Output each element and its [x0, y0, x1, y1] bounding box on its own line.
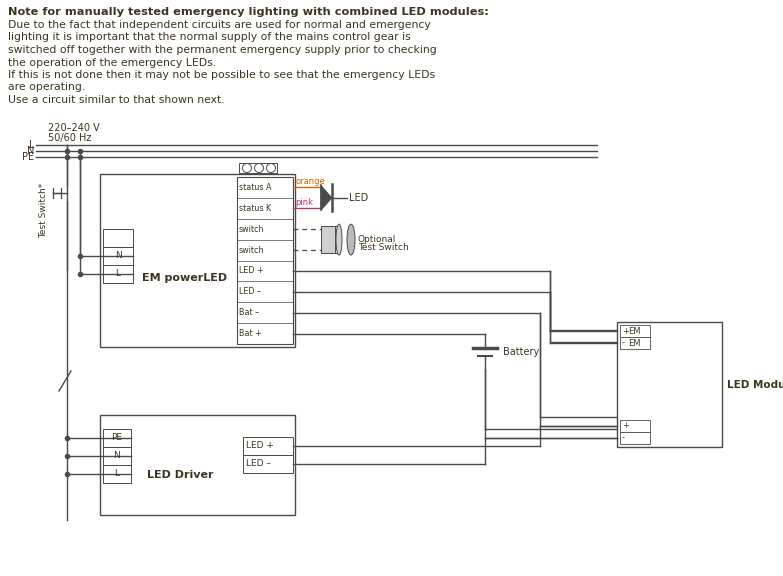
Ellipse shape	[336, 224, 342, 255]
Bar	[620, 337, 650, 349]
Text: L: L	[116, 270, 121, 279]
Bar	[321, 226, 335, 253]
Text: +: +	[622, 422, 629, 430]
Text: PE: PE	[22, 152, 34, 162]
Bar	[103, 247, 133, 265]
Bar	[620, 432, 650, 444]
Text: PE: PE	[111, 434, 122, 442]
Circle shape	[243, 164, 251, 172]
Text: If this is not done then it may not be possible to see that the emergency LEDs: If this is not done then it may not be p…	[8, 70, 435, 80]
Text: LED +: LED +	[246, 441, 274, 450]
Text: LED +: LED +	[239, 267, 264, 275]
Bar	[243, 455, 293, 473]
Text: Note for manually tested emergency lighting with combined LED modules:: Note for manually tested emergency light…	[8, 7, 489, 17]
Bar	[103, 229, 133, 247]
Text: 220–240 V: 220–240 V	[48, 123, 99, 133]
Text: LED –: LED –	[246, 460, 271, 468]
Text: Use a circuit similar to that shown next.: Use a circuit similar to that shown next…	[8, 95, 225, 105]
Text: the operation of the emergency LEDs.: the operation of the emergency LEDs.	[8, 58, 216, 67]
Text: N: N	[114, 452, 121, 460]
Text: 50/60 Hz: 50/60 Hz	[48, 133, 92, 143]
Text: switched off together with the permanent emergency supply prior to checking: switched off together with the permanent…	[8, 45, 437, 55]
Bar	[103, 265, 133, 283]
Text: Test Switch: Test Switch	[358, 242, 409, 252]
Text: lighting it is important that the normal supply of the mains control gear is: lighting it is important that the normal…	[8, 32, 411, 43]
Polygon shape	[321, 185, 332, 210]
Text: are operating.: are operating.	[8, 82, 85, 93]
Bar	[243, 437, 293, 455]
Text: Due to the fact that independent circuits are used for normal and emergency: Due to the fact that independent circuit…	[8, 20, 431, 30]
Text: status K: status K	[239, 204, 271, 213]
Bar	[100, 174, 295, 347]
Text: N: N	[114, 252, 121, 260]
Text: pink: pink	[295, 198, 313, 207]
Text: EM powerLED: EM powerLED	[143, 273, 228, 283]
Ellipse shape	[347, 224, 355, 255]
Text: Bat –: Bat –	[239, 308, 259, 317]
Bar	[617, 322, 722, 447]
Text: switch: switch	[239, 225, 265, 234]
Text: Test Switch*: Test Switch*	[39, 183, 49, 238]
Bar	[103, 429, 131, 447]
Text: switch: switch	[239, 245, 265, 255]
Text: LED Module: LED Module	[727, 380, 783, 389]
Bar	[237, 177, 293, 344]
Text: -: -	[622, 434, 625, 442]
Text: status A: status A	[239, 183, 272, 192]
Circle shape	[254, 164, 264, 172]
Text: LED Driver: LED Driver	[146, 470, 213, 480]
Text: EM: EM	[628, 339, 640, 347]
Text: LED: LED	[349, 193, 368, 203]
Bar	[103, 465, 131, 483]
Text: orange: orange	[295, 177, 325, 187]
Bar	[620, 325, 650, 337]
Text: L: L	[114, 469, 120, 479]
Text: Optional: Optional	[358, 234, 396, 244]
Text: -: -	[622, 339, 625, 347]
Text: N: N	[27, 146, 34, 156]
Bar	[620, 420, 650, 432]
Text: Battery: Battery	[503, 347, 539, 357]
Text: L: L	[28, 140, 34, 150]
Text: Bat +: Bat +	[239, 329, 262, 338]
Text: EM: EM	[628, 327, 640, 335]
Bar	[100, 415, 295, 515]
Text: LED –: LED –	[239, 287, 261, 296]
Bar	[239, 163, 277, 173]
Text: +: +	[622, 327, 629, 335]
Circle shape	[266, 164, 276, 172]
Bar	[103, 447, 131, 465]
